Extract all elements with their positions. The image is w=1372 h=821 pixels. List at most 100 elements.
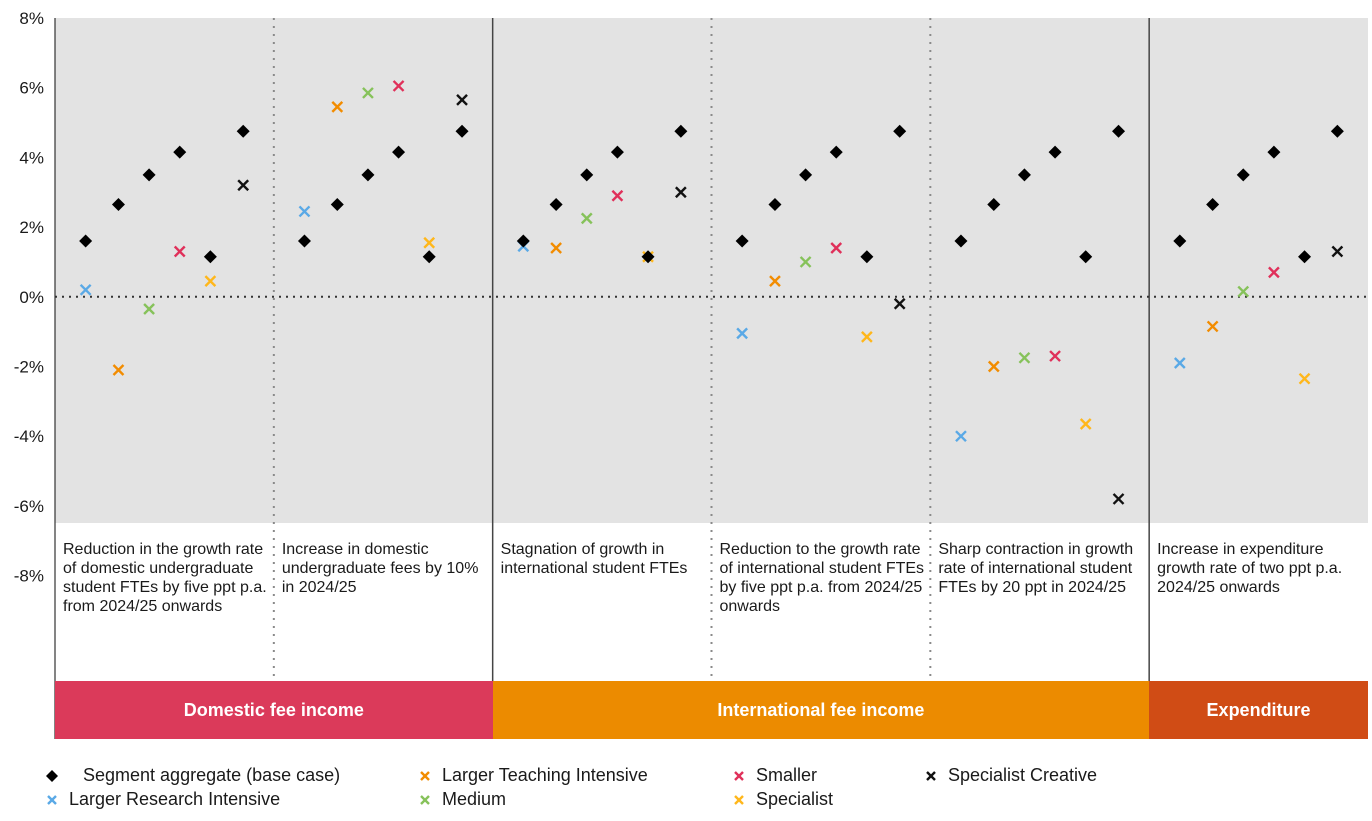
series-point-larger-teaching-intensive — [769, 275, 781, 287]
series-point-specialist-creative — [237, 179, 250, 192]
series-point-specialist-creative — [675, 186, 687, 199]
series-point-specialist — [861, 331, 873, 343]
scenario-description: Sharp contraction in growth rate of inte… — [938, 541, 1134, 596]
base-case-point — [580, 168, 594, 182]
y-tick-label: 6% — [19, 79, 44, 98]
series-point-larger-teaching-intensive-stroke — [550, 242, 562, 254]
base-case-point — [455, 124, 469, 138]
base-case-point — [392, 145, 406, 159]
category-bar-domestic: Domestic fee income — [55, 681, 493, 739]
base-case-point — [297, 234, 311, 248]
y-tick-label: 8% — [19, 9, 44, 28]
series-point-specialist-creative-stroke — [456, 94, 468, 106]
base-case-point — [1048, 145, 1062, 159]
legend-item: Segment aggregate (base case) — [45, 765, 340, 786]
legend-item: Specialist Creative — [924, 765, 1097, 786]
base-case-point — [203, 250, 217, 264]
y-tick-label: 0% — [19, 288, 44, 307]
legend-label: Larger Research Intensive — [69, 789, 281, 809]
scenario-scatter-chart: 8% 6% 4% 2% 0% -2% -4% -6% -8% — [14, 9, 1368, 739]
base-case-point — [610, 145, 624, 159]
scenario-description: Stagnation of growth in international st… — [500, 541, 688, 577]
base-case-point — [1017, 168, 1031, 182]
base-case-point — [1330, 124, 1344, 138]
legend-item: Larger Research Intensive — [45, 789, 280, 810]
series-point-smaller-stroke — [1049, 350, 1061, 362]
base-case-point — [1112, 124, 1126, 138]
series-point-larger-research-intensive-stroke — [298, 205, 311, 218]
base-case-point — [1298, 250, 1312, 264]
series-point-larger-teaching-intensive-stroke — [1206, 320, 1219, 333]
series-point-specialist-stroke — [423, 236, 436, 249]
legend-label: Larger Teaching Intensive — [442, 765, 648, 785]
cross-icon — [420, 770, 430, 781]
cross-icon — [734, 794, 744, 805]
data-points — [79, 80, 1344, 505]
legend: Segment aggregate (base case) Larger Rese… — [0, 765, 1372, 821]
series-point-larger-research-intensive-stroke — [1173, 357, 1186, 369]
series-point-specialist — [204, 275, 217, 287]
series-point-specialist — [1298, 372, 1311, 385]
y-tick-label: -6% — [14, 497, 44, 516]
series-point-medium-stroke — [143, 303, 155, 315]
y-tick-labels: 8% 6% 4% 2% 0% -2% -4% -6% -8% — [14, 9, 44, 586]
series-point-smaller-stroke — [830, 242, 843, 254]
series-point-larger-teaching-intensive — [331, 101, 344, 113]
series-point-specialist-creative-stroke — [237, 179, 250, 192]
legend-item: Specialist — [732, 789, 833, 810]
series-point-larger-teaching-intensive — [987, 360, 1000, 373]
scenario-description: Reduction in the growth rate of domestic… — [63, 541, 267, 615]
base-case-point — [1267, 145, 1281, 159]
series-point-specialist-creative — [1331, 245, 1344, 258]
series-point-larger-teaching-intensive — [112, 364, 125, 376]
cross-icon — [926, 770, 936, 781]
legend-item: Larger Teaching Intensive — [418, 765, 648, 786]
base-case-point — [1079, 250, 1093, 264]
series-point-larger-research-intensive — [298, 205, 311, 218]
series-point-larger-research-intensive-stroke — [79, 283, 92, 296]
base-case-point — [330, 197, 344, 211]
series-point-larger-teaching-intensive-stroke — [331, 101, 344, 113]
series-point-smaller-stroke — [611, 189, 624, 202]
base-case-point — [829, 145, 843, 159]
base-case-point — [987, 197, 1001, 211]
series-point-medium — [580, 212, 593, 225]
series-point-larger-teaching-intensive-stroke — [112, 364, 125, 376]
series-point-larger-research-intensive-stroke — [955, 430, 967, 443]
diamond-icon — [46, 769, 58, 782]
base-case-point — [954, 234, 968, 248]
legend-label: Specialist Creative — [948, 765, 1098, 785]
scenario-description: Increase in expenditure growth rate of t… — [1157, 541, 1343, 596]
series-point-larger-teaching-intensive — [550, 242, 562, 254]
series-point-medium-stroke — [1018, 351, 1031, 364]
panel-dividers — [272, 18, 1150, 681]
series-point-medium — [1018, 351, 1031, 364]
base-case-point — [799, 168, 813, 182]
series-point-larger-teaching-intensive — [1206, 320, 1219, 333]
y-tick-label: -8% — [14, 567, 44, 586]
base-case-point — [111, 197, 125, 211]
series-point-larger-research-intensive — [736, 327, 748, 340]
series-point-specialist-creative-stroke — [675, 186, 687, 199]
y-tick-label: 4% — [19, 148, 44, 167]
series-point-smaller — [1049, 350, 1061, 362]
series-point-specialist-creative — [893, 297, 906, 310]
y-tick-label: -2% — [14, 358, 44, 377]
series-point-larger-research-intensive — [955, 430, 967, 443]
series-point-medium-stroke — [1237, 285, 1250, 298]
base-case-point — [79, 234, 93, 248]
series-point-specialist — [1079, 418, 1092, 430]
base-case-point — [236, 124, 250, 138]
base-case-point — [173, 145, 187, 159]
base-case-point — [735, 234, 749, 248]
series-point-medium — [799, 256, 812, 268]
series-point-specialist-stroke — [204, 275, 217, 287]
legend-label: Medium — [442, 789, 507, 809]
series-point-specialist — [423, 236, 436, 249]
series-point-larger-research-intensive-stroke — [736, 327, 748, 340]
series-point-smaller-stroke — [173, 245, 186, 258]
y-tick-label: 2% — [19, 218, 44, 237]
series-point-smaller-stroke — [392, 80, 405, 92]
base-case-point — [516, 234, 530, 248]
series-point-medium-stroke — [799, 256, 812, 268]
